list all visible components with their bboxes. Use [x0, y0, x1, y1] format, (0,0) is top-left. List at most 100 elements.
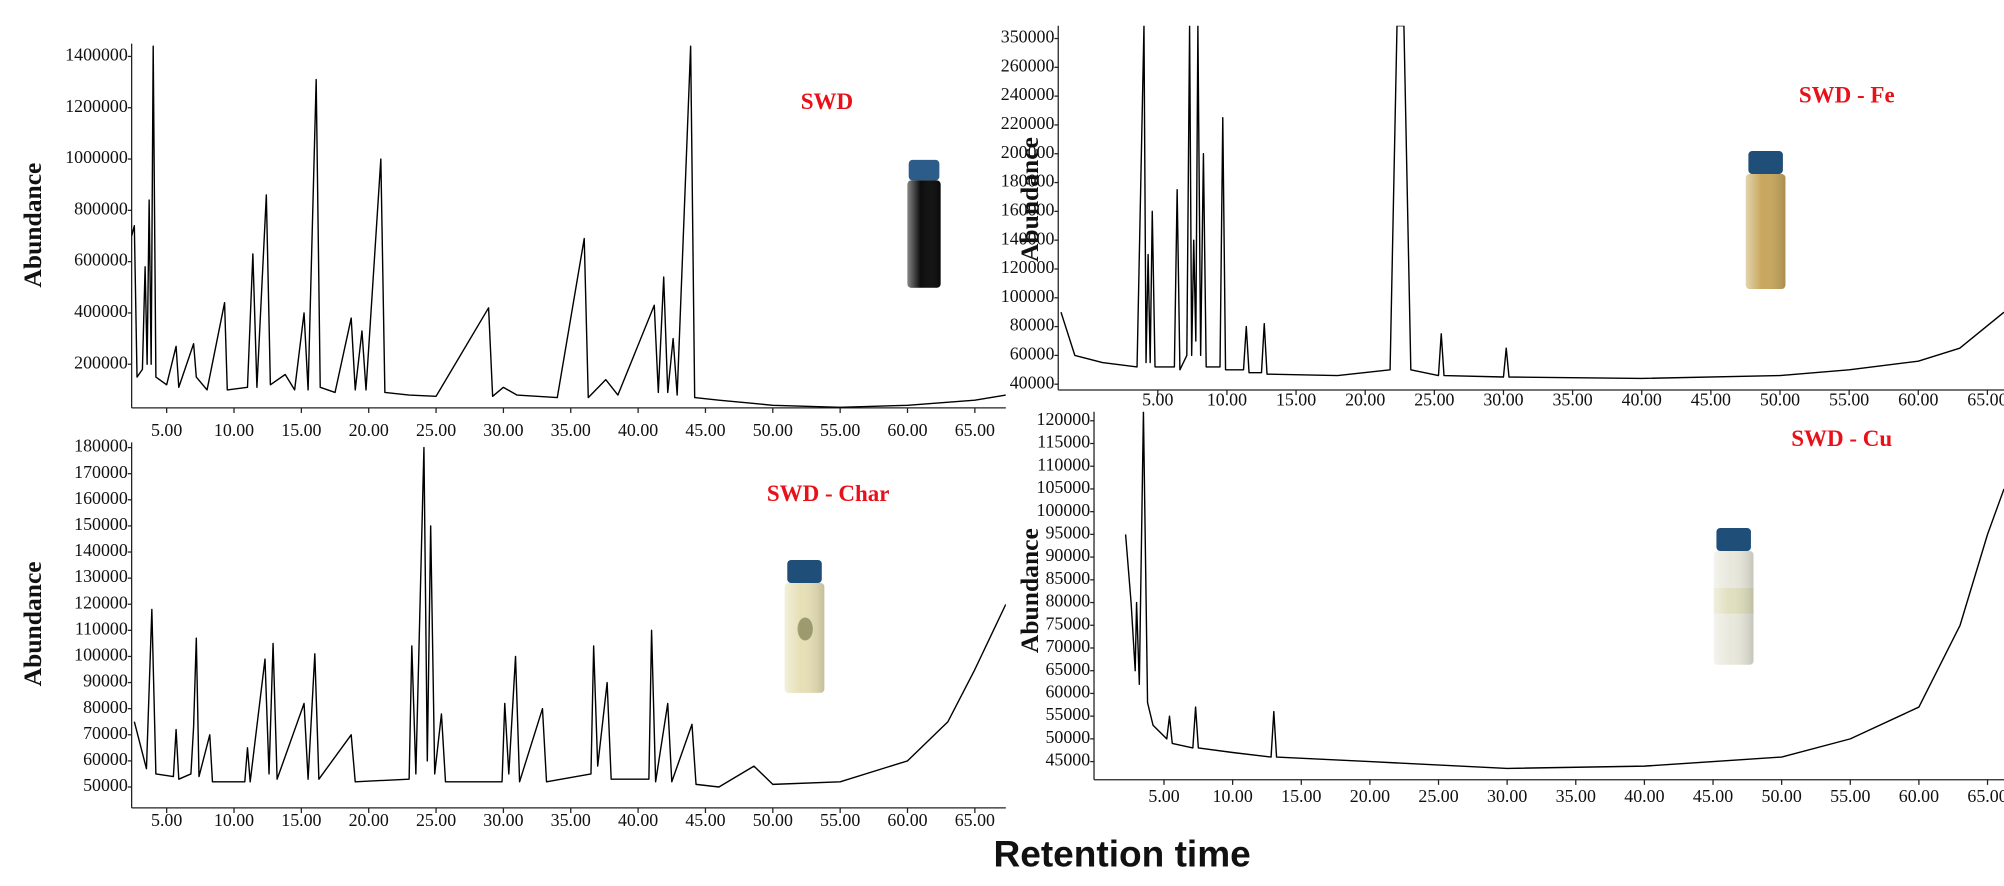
x-tick-label: 45.00 [685, 810, 725, 830]
y-tick-label: 60000 [1045, 682, 1090, 702]
y-tick-label: 80000 [1045, 591, 1090, 611]
y-tick-label: 95000 [1045, 522, 1090, 542]
y-tick-label: 80000 [1010, 315, 1055, 335]
chromatogram-line [131, 45, 1006, 408]
y-tick-label: 160000 [74, 488, 128, 508]
x-tick-label: 30.00 [1483, 390, 1523, 410]
y-tick-label: 200000 [74, 352, 128, 372]
x-tick-label: 45.00 [1691, 390, 1731, 410]
x-tick-label: 5.00 [151, 810, 182, 830]
y-tick-label: 1000000 [65, 147, 128, 167]
y-tick-label: 220000 [1001, 113, 1055, 133]
x-tick-label: 40.00 [1624, 786, 1664, 806]
x-tick-label: 35.00 [551, 420, 591, 440]
y-tick-label: 105000 [1037, 477, 1091, 497]
x-tick-label: 50.00 [1762, 786, 1802, 806]
y-tick-label: 115000 [1037, 432, 1090, 452]
y-tick-label: 70000 [1045, 636, 1090, 656]
x-tick-label: 45.00 [685, 420, 725, 440]
panel: 50000 60000 70000 80000 90000 100000 110000 120… [18, 436, 1006, 830]
x-tick-label: 35.00 [1556, 786, 1596, 806]
x-tick-label: 5.00 [1148, 786, 1179, 806]
y-tick-label: 100000 [74, 645, 128, 665]
sample-label: SWD - Cu [1791, 426, 1892, 451]
x-tick-label: 25.00 [1418, 786, 1458, 806]
x-tick-label: 65.00 [1967, 786, 2004, 806]
y-tick-label: 45000 [1045, 750, 1090, 770]
x-tick-label: 15.00 [281, 420, 321, 440]
x-tick-label: 5.00 [1142, 390, 1173, 410]
x-tick-label: 45.00 [1693, 786, 1733, 806]
x-tick-label: 10.00 [214, 810, 254, 830]
y-tick-label: 60000 [83, 749, 128, 769]
x-tick-label: 40.00 [1622, 390, 1662, 410]
x-tick-label: 30.00 [1487, 786, 1527, 806]
x-tick-label: 60.00 [1899, 786, 1939, 806]
y-tick-label: 240000 [1001, 84, 1055, 104]
x-tick-label: 15.00 [281, 810, 321, 830]
vial-swd [907, 159, 941, 288]
y-tick-label: 110000 [1037, 454, 1090, 474]
x-tick-label: 25.00 [416, 810, 456, 830]
y-tick-label: 120000 [1001, 257, 1055, 277]
x-tick-label: 65.00 [955, 810, 995, 830]
x-tick-label: 25.00 [1414, 390, 1454, 410]
chromatogram-line [1124, 411, 2004, 770]
y-tick-label: 90000 [1045, 545, 1090, 565]
y-tick-label: 1200000 [65, 96, 128, 116]
y-tick-label: 65000 [1045, 659, 1090, 679]
vial-swd-char [784, 559, 825, 693]
y-tick-label: 400000 [74, 301, 128, 321]
y-tick-label: 180000 [1001, 171, 1055, 191]
x-tick-label: 60.00 [1898, 390, 1938, 410]
x-tick-label: 20.00 [1345, 390, 1385, 410]
y-tick-label: 130000 [74, 566, 128, 586]
x-tick-label: 20.00 [349, 420, 389, 440]
x-tick-label: 40.00 [618, 420, 658, 440]
y-tick-label: 80000 [83, 697, 128, 717]
y-tick-label: 60000 [1010, 344, 1055, 364]
x-tick-label: 40.00 [618, 810, 658, 830]
x-tick-label: 25.00 [416, 420, 456, 440]
x-tick-label: 50.00 [753, 810, 793, 830]
sample-label: SWD - Char [767, 481, 890, 506]
y-tick-label: 85000 [1045, 568, 1090, 588]
x-tick-label: 60.00 [887, 810, 927, 830]
y-axis-label: Abundance [1015, 137, 1044, 262]
x-tick-label: 65.00 [1967, 390, 2004, 410]
x-tick-label: 5.00 [151, 420, 182, 440]
y-tick-label: 120000 [1037, 409, 1091, 429]
x-tick-label: 10.00 [214, 420, 254, 440]
y-tick-label: 50000 [1045, 727, 1090, 747]
y-tick-label: 120000 [74, 592, 128, 612]
y-tick-label: 260000 [1001, 55, 1055, 75]
vial-swd-fe [1745, 150, 1786, 289]
y-tick-label: 110000 [75, 618, 128, 638]
y-tick-label: 100000 [1001, 286, 1055, 306]
y-tick-label: 180000 [74, 436, 128, 456]
y-tick-label: 160000 [1001, 199, 1055, 219]
x-axis-title: Retention time [993, 833, 1250, 875]
y-axis-label: Abundance [18, 561, 47, 686]
sample-label: SWD - Fe [1799, 82, 1895, 107]
chromatogram-line [1060, 25, 2004, 380]
x-tick-label: 15.00 [1281, 786, 1321, 806]
y-tick-label: 75000 [1045, 613, 1090, 633]
panel: 200000 400000 600000 800000 1000000 1200000 14… [18, 43, 1006, 440]
y-tick-label: 55000 [1045, 704, 1090, 724]
x-tick-label: 55.00 [1830, 786, 1870, 806]
y-axis-label: Abundance [18, 163, 47, 288]
x-tick-label: 50.00 [753, 420, 793, 440]
y-tick-label: 800000 [74, 198, 128, 218]
sample-label: SWD [801, 89, 853, 114]
vial-swd-cu [1713, 527, 1754, 665]
x-tick-label: 10.00 [1213, 786, 1253, 806]
y-tick-label: 1400000 [65, 45, 128, 65]
x-tick-label: 10.00 [1207, 390, 1247, 410]
y-tick-label: 200000 [1001, 142, 1055, 162]
x-tick-label: 35.00 [1552, 390, 1592, 410]
y-tick-label: 100000 [1037, 500, 1091, 520]
y-tick-label: 70000 [83, 723, 128, 743]
